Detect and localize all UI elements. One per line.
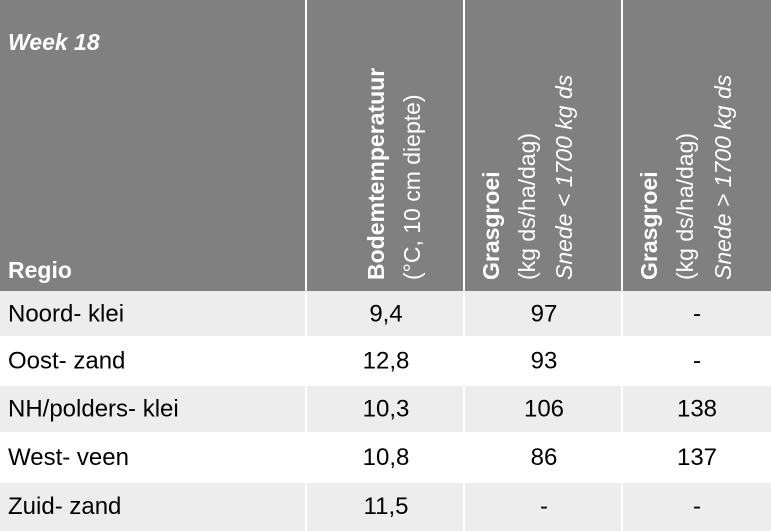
row-background (0, 433, 771, 482)
value-cell: - (693, 493, 701, 520)
value-cell: 86 (531, 444, 558, 471)
value-cell: 137 (677, 444, 717, 471)
week-label: Week 18 (8, 29, 100, 55)
column-header: Grasgroei (636, 171, 662, 280)
value-cell: 106 (524, 395, 564, 422)
column-header: (kg ds/ha/dag) (514, 133, 540, 280)
header-background (0, 0, 771, 291)
row-background (0, 482, 771, 531)
value-cell: 97 (531, 300, 558, 327)
column-header: (°C, 10 cm diepte) (399, 94, 425, 280)
row-background (0, 337, 771, 385)
column-header: Snede > 1700 kg ds (710, 74, 736, 280)
column-header: Grasgroei (478, 171, 504, 280)
region-cell: West- veen (8, 444, 129, 471)
value-cell: 10,8 (363, 444, 410, 471)
value-cell: 138 (677, 395, 717, 422)
value-cell: - (693, 300, 701, 327)
value-cell: 12,8 (363, 347, 410, 374)
column-header: Snede < 1700 kg ds (551, 74, 577, 280)
value-cell: 9,4 (369, 300, 402, 327)
value-cell: 93 (531, 347, 558, 374)
row-background (0, 291, 771, 337)
region-cell: Zuid- zand (8, 493, 121, 520)
region-header: Regio (8, 257, 72, 283)
region-cell: Oost- zand (8, 347, 125, 374)
value-cell: - (693, 347, 701, 374)
column-header: Bodemtemperatuur (363, 68, 389, 280)
value-cell: 11,5 (364, 493, 409, 520)
value-cell: - (540, 493, 548, 520)
region-cell: NH/polders- klei (8, 395, 179, 422)
region-cell: Noord- klei (8, 300, 124, 327)
value-cell: 10,3 (363, 395, 410, 422)
column-header: (kg ds/ha/dag) (672, 133, 698, 280)
row-background (0, 385, 771, 433)
